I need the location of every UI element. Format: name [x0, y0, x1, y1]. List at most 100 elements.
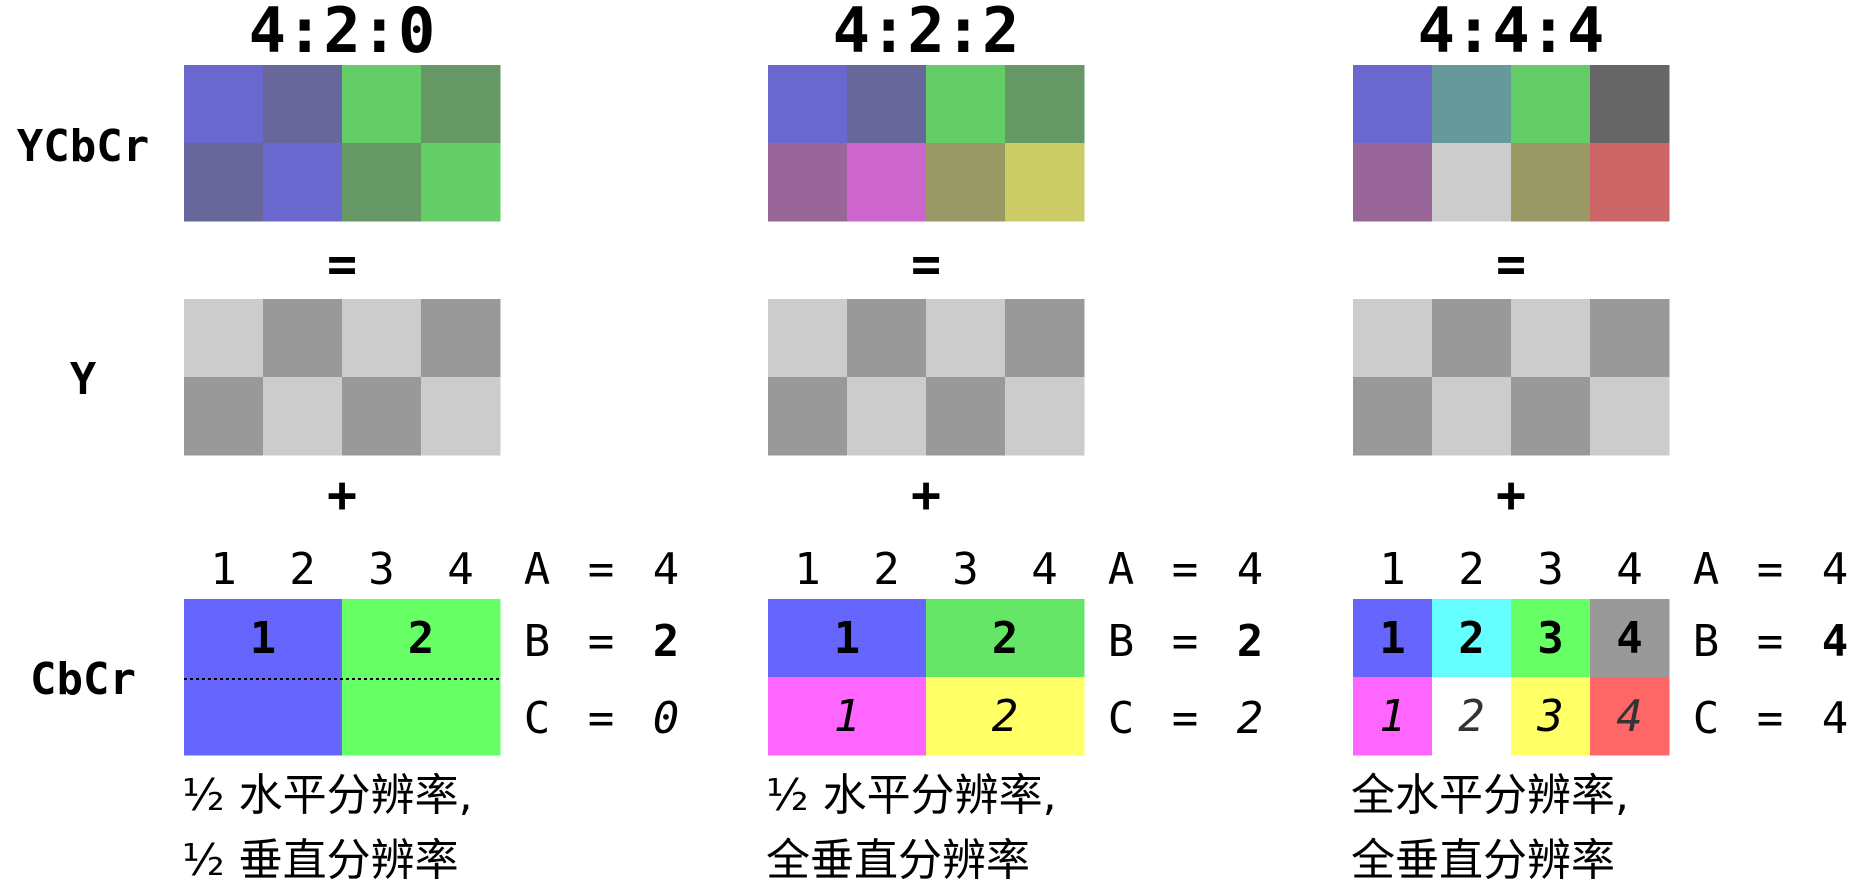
equation-equals: = — [1172, 693, 1199, 744]
ycbcr-cell — [1590, 65, 1670, 144]
column-number: 4 — [1616, 544, 1643, 595]
equation-value: 4 — [1237, 544, 1264, 595]
caption-line: ½ 水平分辨率, — [766, 770, 1057, 821]
ycbcr-cell — [926, 65, 1006, 144]
chroma-bottom-cell — [1432, 677, 1512, 756]
luma-cell — [263, 377, 343, 456]
chroma-top-cell — [1432, 599, 1512, 678]
caption-line: 全垂直分辨率 — [766, 835, 1030, 886]
column-number: 3 — [952, 544, 979, 595]
chroma-bottom-label: 1 — [834, 691, 861, 742]
ycbcr-grid — [184, 65, 501, 222]
equation-b: B = 2 — [524, 616, 680, 667]
resolution-caption: ½ 水平分辨率, 全垂直分辨率 — [766, 770, 1057, 886]
equation-a: A = 4 — [524, 544, 680, 595]
chroma-bottom-cell — [1590, 677, 1670, 756]
equation-value: 4 — [653, 544, 680, 595]
chroma-top-cell — [342, 599, 501, 678]
chroma-bottom-cell — [342, 677, 501, 756]
caption-line: 全垂直分辨率 — [1351, 835, 1615, 886]
ycbcr-cell — [1511, 65, 1591, 144]
equation-value: 4 — [1822, 693, 1849, 744]
ycbcr-cell — [847, 143, 927, 222]
scheme-title: 4:2:2 — [833, 0, 1020, 67]
column-number: 1 — [794, 544, 821, 595]
resolution-caption: 全水平分辨率, 全垂直分辨率 — [1351, 770, 1629, 886]
caption-line: ½ 水平分辨率, — [182, 770, 473, 821]
ycbcr-cell — [421, 143, 501, 222]
equals-sign: = — [911, 235, 941, 293]
luma-cell — [768, 377, 848, 456]
luma-cell — [421, 299, 501, 378]
luma-cell — [184, 299, 264, 378]
luma-grid — [184, 299, 501, 456]
plus-sign: + — [1496, 466, 1526, 524]
luma-cell — [847, 299, 927, 378]
column-number: 2 — [289, 544, 316, 595]
chroma-top-cell — [1590, 599, 1670, 678]
luma-cell — [768, 299, 848, 378]
ycbcr-cell — [1511, 143, 1591, 222]
ycbcr-cell — [1432, 65, 1512, 144]
scheme-3: 4:4:4=+1 2 3 41 2 3 41 2 3 4A = 4B = 4C = 4全水平分辨率,全垂直分辨… — [1351, 0, 1848, 886]
row-label-cbcr: CbCr — [30, 654, 136, 705]
ycbcr-cell — [263, 143, 343, 222]
equals-sign: = — [327, 235, 357, 293]
luma-cell — [847, 377, 927, 456]
equation-equals: = — [1172, 544, 1199, 595]
chroma-bottom-label: 1 — [1379, 691, 1406, 742]
row-label-y: Y — [70, 354, 97, 405]
equation-letter: C — [1693, 693, 1720, 744]
ycbcr-cell — [768, 143, 848, 222]
chroma-top-label: 4 — [1616, 613, 1643, 664]
equation-a: A = 4 — [1108, 544, 1264, 595]
equation-value: 4 — [1822, 616, 1849, 667]
row-label-ycbcr: YCbCr — [17, 121, 149, 172]
luma-cell — [926, 299, 1006, 378]
ycbcr-cell — [926, 143, 1006, 222]
chroma-bottom-cell — [1353, 677, 1433, 756]
scheme-title: 4:2:0 — [249, 0, 436, 67]
chroma-top-label: 1 — [1379, 613, 1406, 664]
ycbcr-cell — [184, 65, 264, 144]
caption-line: ½ 垂直分辨率 — [182, 835, 459, 886]
scheme-2: 4:2:2=+1 2 3 41 21 2A = 4B = 2C = 2½ 水平分辨率,全垂直分辨率 — [766, 0, 1263, 886]
ycbcr-cell — [342, 143, 422, 222]
equation-letter: A — [1693, 544, 1720, 595]
chroma-top-cell — [1353, 599, 1433, 678]
ycbcr-cell — [421, 65, 501, 144]
equation-value: 2 — [1237, 616, 1264, 667]
plus-sign: + — [327, 466, 357, 524]
ycbcr-cell — [1353, 143, 1433, 222]
ycbcr-cell — [184, 143, 264, 222]
equation-value: 0 — [653, 693, 680, 744]
column-number: 2 — [873, 544, 900, 595]
chroma-top-cell — [1511, 599, 1591, 678]
equation-a: A = 4 — [1693, 544, 1849, 595]
column-number: 3 — [368, 544, 395, 595]
chroma-bottom-label: 4 — [1616, 691, 1643, 742]
equation-value: 4 — [1822, 544, 1849, 595]
column-number: 1 — [1379, 544, 1406, 595]
chroma-bottom-cell — [1511, 677, 1591, 756]
column-number: 4 — [1031, 544, 1058, 595]
equation-c: C = 4 — [1693, 693, 1849, 744]
chroma-bottom-label: 2 — [992, 691, 1019, 742]
chroma-top-label: 1 — [834, 613, 861, 664]
caption-line: 全水平分辨率, — [1351, 770, 1629, 821]
luma-cell — [1432, 377, 1512, 456]
equation-value: 2 — [653, 616, 680, 667]
column-number: 3 — [1537, 544, 1564, 595]
ycbcr-cell — [342, 65, 422, 144]
equation-letter: A — [524, 544, 551, 595]
equation-equals: = — [588, 544, 615, 595]
luma-cell — [1005, 299, 1085, 378]
equals-sign: = — [1496, 235, 1526, 293]
chroma-top-label: 2 — [1458, 613, 1485, 664]
luma-cell — [263, 299, 343, 378]
equation-c: C = 2 — [1108, 693, 1264, 744]
chroma-top-label: 2 — [408, 613, 435, 664]
equation-equals: = — [1757, 693, 1784, 744]
chroma-bottom-cell — [768, 677, 927, 756]
